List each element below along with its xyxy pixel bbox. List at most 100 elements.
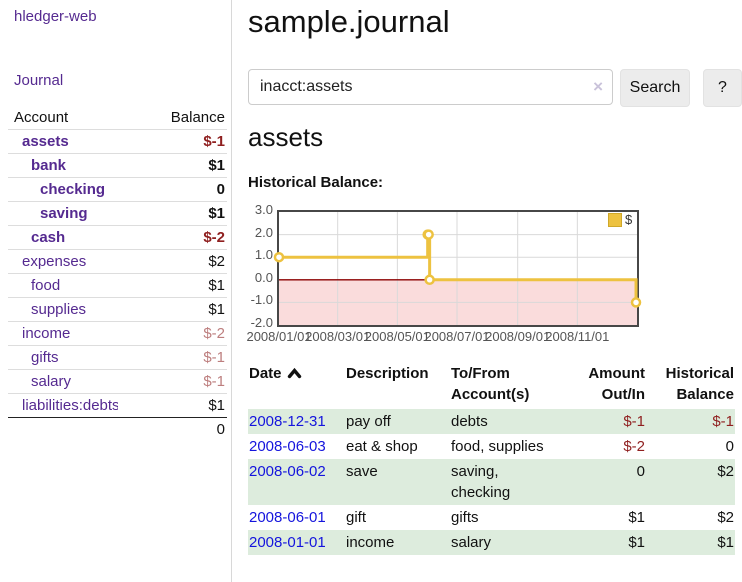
transaction-accounts: salary (451, 534, 492, 551)
transaction-balance: 0 (725, 438, 734, 455)
y-axis-tick-label: 3.0 (254, 202, 273, 217)
transaction-date-link[interactable]: 2008-06-02 (249, 463, 326, 480)
account-link-checking[interactable]: checking (40, 181, 106, 198)
account-link-gifts[interactable]: gifts (31, 349, 59, 366)
main-content: sample.journal × Search ? assets Histori… (246, 0, 742, 582)
account-row-food: food $1 (8, 273, 227, 298)
chart-data-marker (423, 229, 434, 240)
y-axis-tick-label: 1.0 (254, 247, 273, 263)
account-balance-assets: $-1 (117, 129, 227, 154)
x-axis-tick-label: 2008/01/01 (246, 329, 312, 344)
transaction-accounts: debts (451, 413, 488, 430)
x-axis-tick-label: 2008/09/01 (485, 329, 551, 344)
account-link-saving[interactable]: saving (40, 205, 88, 222)
account-balance-income: $-2 (117, 321, 227, 346)
transaction-description: income (346, 534, 395, 551)
x-axis-tick-label: 2008/07/01 (424, 329, 490, 344)
page-title: sample.journal (248, 4, 450, 39)
register-header-row: Date Description To/From Account(s) Amou… (248, 361, 735, 409)
account-row-income: income $-2 (8, 321, 227, 346)
chart-y-axis: 3.0 2.0 1.0 0.0 -1.0 -2.0 (244, 202, 273, 344)
account-row-assets: assets $-1 (8, 129, 227, 154)
sort-ascending-icon (287, 364, 302, 385)
account-link-liabilities-debts[interactable]: liabilities:debts (22, 397, 118, 414)
transaction-amount: $-2 (623, 438, 645, 455)
transaction-description: gift (346, 509, 367, 526)
transaction-description: save (346, 463, 378, 480)
date-column-header[interactable]: Date (248, 361, 345, 409)
account-balance-liabilities-debts: $1 (117, 393, 227, 418)
transaction-balance: $2 (717, 463, 734, 480)
y-axis-tick-label: 2.0 (254, 224, 273, 240)
account-row-liabilities-debts: liabilities:debts $1 (8, 393, 227, 418)
chart-data-marker (273, 251, 285, 263)
register-row: 2008-01-01 income salary $1 $1 (248, 530, 735, 555)
y-axis-tick-label: -1.0 (250, 292, 273, 308)
transaction-description: pay off (346, 413, 391, 430)
register-row: 2008-12-31 pay off debts $-1 $-1 (248, 409, 735, 434)
transaction-accounts: food, supplies (451, 438, 544, 455)
chart-plot-area (273, 210, 642, 327)
account-row-saving: saving $1 (8, 201, 227, 226)
transaction-date-link[interactable]: 2008-06-03 (249, 438, 326, 455)
register-row: 2008-06-02 save saving, checking 0 $2 (248, 459, 735, 505)
account-link-bank[interactable]: bank (31, 157, 67, 174)
transaction-accounts: gifts (451, 509, 479, 526)
account-link-expenses[interactable]: expenses (22, 253, 87, 270)
search-input[interactable] (248, 69, 613, 105)
account-row-checking: checking 0 (8, 177, 227, 202)
x-axis-tick-label: 2008/03/01 (305, 329, 371, 344)
chart-title: Historical Balance: (248, 174, 384, 191)
account-balance-expenses: $2 (117, 249, 227, 274)
transaction-description: eat & shop (346, 438, 418, 455)
account-link-salary[interactable]: salary (31, 373, 72, 390)
account-balance-gifts: $-1 (117, 345, 227, 370)
accounts-column-header: To/From Account(s) (451, 365, 530, 403)
account-balance-food: $1 (117, 273, 227, 298)
y-axis-tick-label: 0.0 (254, 269, 273, 285)
brand-link[interactable]: hledger-web (14, 8, 97, 25)
register-row: 2008-06-01 gift gifts $1 $2 (248, 505, 735, 530)
sidebar-item-journal[interactable]: Journal (14, 72, 64, 89)
account-balance-checking: 0 (117, 177, 227, 202)
account-balance-cash: $-2 (117, 225, 227, 250)
search-button[interactable]: Search (620, 69, 690, 107)
chart-data-marker (424, 274, 435, 286)
account-balance-saving: $1 (117, 201, 227, 226)
account-balance-supplies: $1 (117, 297, 227, 322)
transaction-balance: $-1 (712, 413, 734, 430)
account-total-row: 0 (8, 418, 227, 442)
account-link-food[interactable]: food (31, 277, 61, 294)
account-row-bank: bank $1 (8, 153, 227, 178)
description-column-header: Description (346, 365, 429, 382)
search-help-button[interactable]: ? (703, 69, 742, 107)
chart-data-marker (630, 297, 642, 308)
account-link-income[interactable]: income (22, 325, 71, 342)
legend-label: $ (625, 212, 633, 227)
amount-column-header: Amount Out/In (588, 365, 645, 403)
account-total-value: 0 (216, 421, 225, 438)
clear-search-icon[interactable]: × (593, 77, 603, 96)
transaction-date-link[interactable]: 2008-12-31 (249, 413, 326, 430)
balance-column-header: Balance (117, 106, 227, 130)
chart-legend: $ (608, 212, 632, 227)
transaction-balance: $1 (717, 534, 734, 551)
sidebar: hledger-web Journal Account Balance asse… (0, 0, 232, 582)
transaction-amount: $1 (628, 509, 645, 526)
transaction-balance: $2 (717, 509, 734, 526)
account-link-supplies[interactable]: supplies (31, 301, 87, 318)
account-balance-bank: $1 (117, 153, 227, 178)
account-link-cash[interactable]: cash (31, 229, 66, 246)
account-column-header: Account (8, 106, 118, 130)
balance-chart: 3.0 2.0 1.0 0.0 -1.0 -2.0 $ 2008/01/01 2008/03… (244, 202, 644, 344)
transaction-amount: $1 (628, 534, 645, 551)
y-axis-tick-label: -2.0 (250, 315, 273, 330)
account-balance-table: Account Balance assets $-1 bank $1 check… (8, 106, 227, 441)
account-link-assets[interactable]: assets (22, 133, 69, 150)
register-table: Date Description To/From Account(s) Amou… (248, 361, 735, 555)
account-row-supplies: supplies $1 (8, 297, 227, 322)
transaction-date-link[interactable]: 2008-06-01 (249, 509, 326, 526)
transaction-accounts: saving, checking (451, 463, 511, 501)
account-row-gifts: gifts $-1 (8, 345, 227, 370)
transaction-date-link[interactable]: 2008-01-01 (249, 534, 326, 551)
